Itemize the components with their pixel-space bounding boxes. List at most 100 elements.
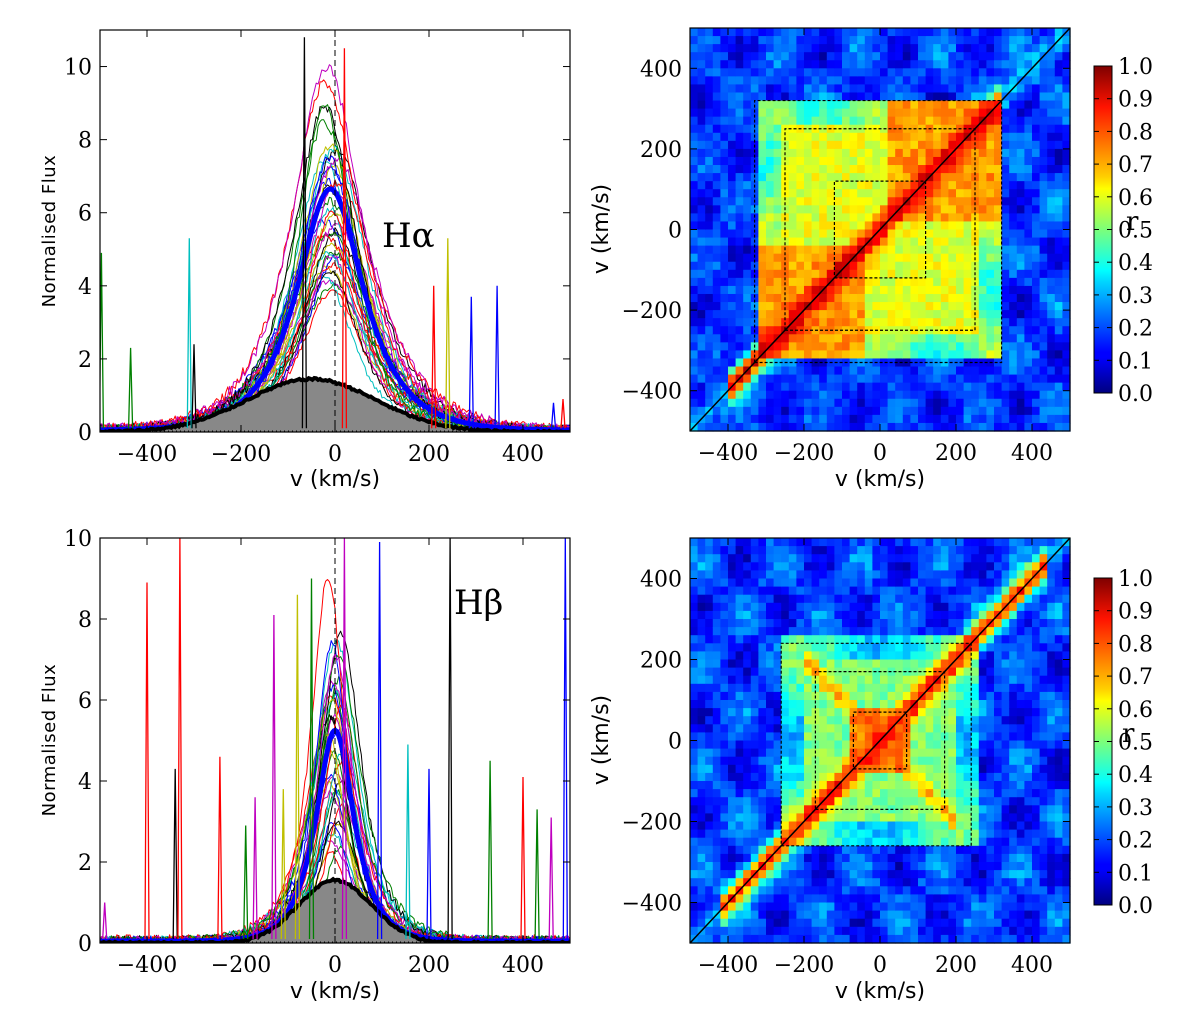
halpha-corr-heatmap-cell (712, 165, 721, 174)
halpha-corr-heatmap-cell (895, 221, 904, 231)
hbeta-corr-heatmap-cell (758, 764, 767, 774)
hbeta-corr-heatmap-cell (750, 716, 759, 725)
halpha-corr-heatmap-cell (910, 310, 919, 319)
halpha-corr-heatmap-cell (773, 148, 782, 158)
halpha-corr-heatmap-cell (986, 229, 995, 239)
halpha-corr-heatmap-cell (902, 108, 911, 118)
hbeta-corr-heatmap-cell (750, 748, 759, 758)
hbeta-corr-heatmap-cell (857, 594, 866, 604)
halpha-corr-heatmap-cell (720, 261, 729, 271)
halpha-corr-heatmap-cell (1016, 358, 1025, 368)
hbeta-corr-heatmap-cell (887, 829, 896, 839)
hbeta-corr-heatmap-cell (986, 805, 995, 814)
halpha-corr-heatmap-cell (918, 156, 927, 166)
hbeta-corr-heatmap-cell (994, 562, 1003, 571)
halpha-corr-heatmap-cell (940, 245, 949, 255)
halpha-corr-heatmap-cell (1054, 44, 1063, 53)
hbeta-corr-heatmap-cell (804, 862, 813, 871)
hbeta-corr-heatmap-cell (918, 886, 927, 895)
halpha-corr-heatmap-cell (1016, 165, 1025, 174)
halpha-corr-heatmap-cell (887, 269, 896, 279)
halpha-corr-heatmap-cell (1032, 132, 1041, 142)
halpha-corr-heatmap-cell (735, 277, 744, 287)
hbeta-corr-heatmap-cell (864, 570, 873, 580)
halpha-corr-heatmap-cell (1054, 334, 1063, 343)
halpha-corr-heatmap-cell (1047, 76, 1056, 86)
hbeta-corr-heatmap-cell (971, 918, 980, 928)
halpha-corr-heatmap-cell (1054, 326, 1063, 335)
hbeta-corr-heatmap-cell (994, 602, 1003, 612)
hbeta-corr-heatmap-cell (872, 829, 881, 839)
hbeta-corr-heatmap-cell (978, 837, 987, 847)
hbeta-corr-heatmap-cell (735, 691, 744, 701)
halpha-corr-heatmap-cell (887, 261, 896, 271)
halpha-corr-heatmap-cell (804, 92, 813, 102)
halpha-corr-heatmap-cell (994, 173, 1003, 182)
halpha-corr-heatmap-cell (834, 366, 843, 376)
halpha-corr-cb-tick-label: 0.7 (1118, 153, 1153, 178)
hbeta-corr-heatmap-cell (705, 700, 714, 709)
hbeta-corr-heatmap-cell (880, 870, 889, 879)
halpha-corr-heatmap-cell (743, 28, 752, 37)
halpha-corr-heatmap-cell (994, 302, 1003, 311)
halpha-corr-heatmap-cell (712, 285, 721, 295)
halpha-corr-heatmap-cell (796, 277, 805, 287)
hbeta-corr-heatmap-cell (842, 708, 851, 717)
halpha-corr-heatmap-cell (940, 173, 949, 182)
hbeta-corr-heatmap-cell (804, 554, 813, 563)
halpha-ytick-label: 10 (64, 56, 92, 81)
halpha-corr-heatmap-cell (857, 398, 866, 408)
halpha-corr-heatmap-cell (857, 229, 866, 239)
halpha-corr-heatmap-cell (842, 350, 851, 360)
halpha-corr-heatmap-cell (857, 237, 866, 247)
hbeta-corr-heatmap-cell (994, 894, 1003, 904)
hbeta-corr-heatmap-cell (880, 781, 889, 790)
hbeta-corr-heatmap-cell (986, 594, 995, 604)
hbeta-corr-heatmap-cell (864, 635, 873, 644)
hbeta-corr-heatmap-cell (1001, 829, 1010, 839)
halpha-corr-heatmap-cell (925, 165, 934, 174)
halpha-corr-heatmap-cell (1032, 140, 1041, 150)
halpha-corr-heatmap-cell (887, 52, 896, 61)
halpha-corr-heatmap-cell (887, 36, 896, 45)
hbeta-corr-heatmap-cell (857, 675, 866, 685)
halpha-corr-heatmap-cell (948, 124, 957, 134)
hbeta-corr-heatmap-cell (994, 683, 1003, 693)
halpha-corr-heatmap-cell (804, 213, 813, 223)
halpha-corr-heatmap-cell (1001, 326, 1010, 335)
halpha-corr-heatmap-cell (872, 293, 881, 303)
halpha-corr-heatmap-cell (902, 390, 911, 400)
hbeta-corr-heatmap-cell (910, 894, 919, 904)
hbeta-corr-heatmap-cell (887, 594, 896, 604)
halpha-corr-heatmap-cell (994, 269, 1003, 279)
hbeta-corr-heatmap-cell (735, 748, 744, 758)
halpha-corr-heatmap-cell (978, 68, 987, 77)
hbeta-corr-heatmap-cell (925, 870, 934, 879)
hbeta-corr-heatmap-cell (811, 546, 820, 555)
halpha-corr-ytick-label: 200 (640, 138, 682, 163)
halpha-corr-heatmap-cell (910, 165, 919, 174)
halpha-corr-heatmap-cell (690, 60, 699, 69)
hbeta-corr-heatmap-cell (895, 862, 904, 871)
halpha-corr-heatmap-cell (796, 148, 805, 158)
hbeta-corr-heatmap-cell (872, 667, 881, 677)
hbeta-corr-heatmap-cell (1009, 700, 1018, 709)
halpha-corr-heatmap-cell (842, 205, 851, 214)
hbeta-corr-heatmap-cell (728, 594, 737, 604)
halpha-corr-heatmap-cell (712, 374, 721, 384)
hbeta-corr-heatmap-cell (788, 732, 797, 742)
halpha-corr-heatmap-cell (978, 221, 987, 231)
halpha-corr-heatmap-cell (796, 406, 805, 416)
hbeta-corr-heatmap-cell (697, 554, 706, 563)
halpha-corr-heatmap-cell (690, 390, 699, 400)
halpha-corr-heatmap-cell (925, 148, 934, 158)
hbeta-corr-heatmap-cell (986, 902, 995, 912)
halpha-corr-heatmap-cell (826, 382, 835, 392)
halpha-corr-heatmap-cell (872, 28, 881, 37)
halpha-corr-heatmap-cell (728, 358, 737, 368)
hbeta-corr-heatmap-cell (705, 546, 714, 555)
halpha-corr-heatmap-cell (963, 213, 972, 223)
halpha-corr-heatmap-cell (895, 165, 904, 174)
hbeta-corr-heatmap-cell (994, 934, 1003, 944)
hbeta-corr-heatmap-cell (963, 594, 972, 604)
